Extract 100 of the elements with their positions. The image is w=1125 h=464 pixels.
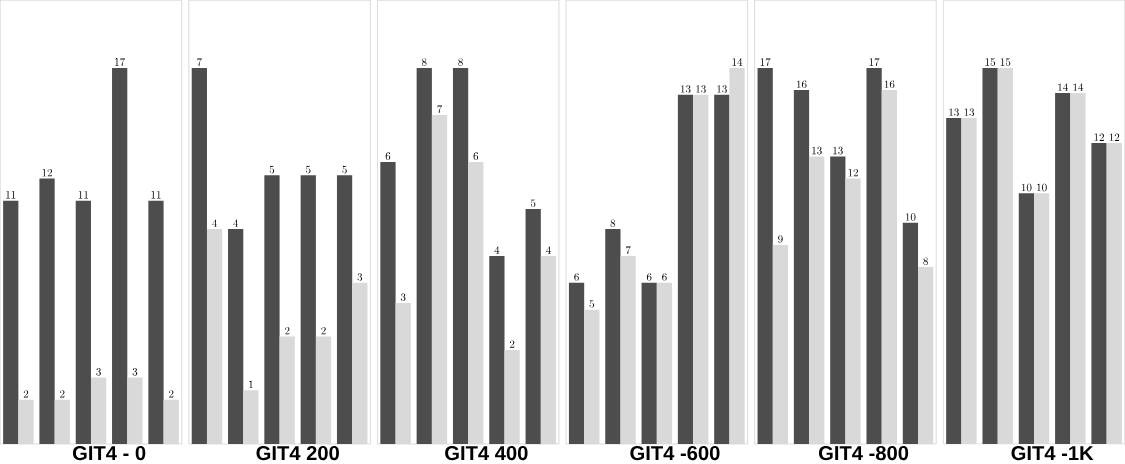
bar [757,68,773,445]
bar [1106,143,1122,445]
bar [489,256,505,445]
data-label: 4 [494,246,500,254]
data-label: 13 [833,147,843,155]
data-label: 3 [400,293,406,302]
bar [881,90,897,445]
bar [693,94,709,445]
data-label: 6 [646,273,652,282]
bar [902,222,919,445]
bar [112,68,128,445]
bar [961,118,977,445]
data-label: 12 [42,169,52,177]
bar [568,283,585,445]
data-label: 8 [458,58,463,67]
bar [452,68,469,445]
data-label: 15 [1000,58,1011,67]
text: GIT4 -1K [1011,446,1094,461]
bar [127,377,143,445]
bar [918,267,934,445]
data-label: 17 [760,58,771,67]
bar [352,283,368,445]
bar [191,68,207,445]
bar [279,336,295,445]
bar [504,350,520,445]
data-label: 5 [342,165,347,174]
bar [620,256,636,445]
data-label: 12 [848,169,858,177]
bar [243,390,259,445]
bar [830,156,846,445]
data-label: 14 [1073,83,1084,91]
bar [416,68,432,445]
bar [997,68,1013,445]
bar [1070,93,1086,445]
bar [39,178,55,445]
bar [148,200,164,445]
data-label: 2 [285,327,290,335]
bar [584,309,600,445]
data-label: 5 [269,165,275,174]
data-label: 11 [78,191,88,199]
data-label: 17 [869,58,880,67]
bar [677,94,694,445]
data-label: 9 [778,235,783,244]
bar [206,229,223,445]
data-label: 14 [1058,83,1068,91]
data-label: 11 [6,191,16,199]
data-label: 13 [964,108,975,117]
data-label: 13 [812,147,822,155]
bar [1034,193,1050,445]
data-label: 2 [60,390,65,398]
data-label: 4 [212,219,218,228]
data-label: 10 [905,213,916,221]
data-label: 15 [985,58,996,67]
data-label: 7 [197,58,202,67]
bar [729,68,745,445]
data-label: 1 [249,380,253,389]
text: GIT4 -600 [630,446,720,461]
data-label: 12 [1109,133,1120,142]
bar [772,245,789,445]
bar [946,118,962,445]
data-label: 10 [1021,183,1032,192]
bar [793,90,810,445]
data-label: 4 [546,246,551,254]
data-label: 5 [306,165,311,174]
bar [395,303,411,445]
data-label: 8 [923,257,928,266]
bar [525,209,541,445]
data-label: 5 [530,199,536,208]
data-label: 2 [23,390,29,398]
bar [845,178,861,445]
data-label: 13 [696,85,706,93]
data-label: 12 [1094,133,1104,142]
data-label: 6 [662,273,667,282]
data-label: 13 [717,85,727,93]
data-label: 3 [357,273,363,282]
data-label: 13 [949,108,959,117]
data-label: 3 [132,368,138,376]
text: GIT4 -800 [818,446,909,461]
bar [809,156,825,445]
text: GIT4 400 [445,446,528,461]
data-label: 6 [385,152,391,161]
text: GIT4 200 [256,446,339,461]
data-label: 4 [233,219,239,228]
bar [3,200,19,445]
bar [18,399,34,445]
bar [264,175,280,445]
data-label: 10 [1037,183,1047,192]
bar [605,229,621,445]
bar [336,175,353,445]
data-label: 14 [732,58,743,66]
data-label: 16 [884,80,895,89]
bar [1055,93,1071,445]
text: GIT4 - 0 [72,446,146,461]
bar [540,256,557,445]
data-label: 11 [151,191,161,199]
bar [866,68,882,445]
bar [1091,143,1107,445]
bar [1018,193,1035,445]
data-label: 8 [610,219,616,228]
bar [468,162,484,445]
